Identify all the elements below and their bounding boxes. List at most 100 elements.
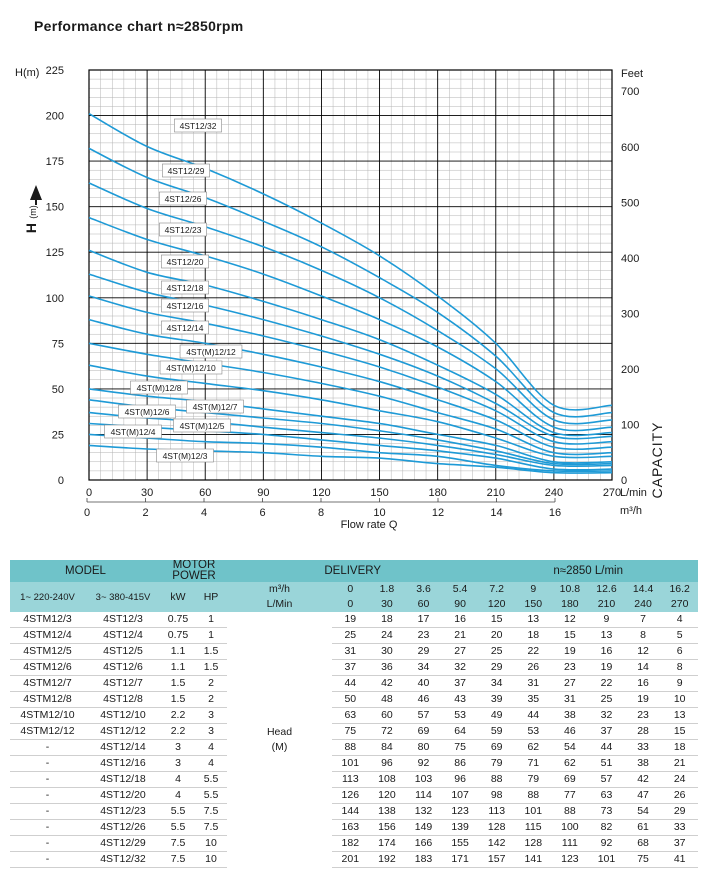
head-value-cell: 39	[478, 691, 515, 708]
head-value-cell: 53	[441, 707, 479, 724]
curve-line	[88, 249, 613, 437]
head-value-cell: 101	[514, 803, 552, 820]
head-value-cell: 96	[441, 771, 479, 788]
x-lmin-tick-label: 60	[199, 487, 211, 499]
head-value-cell: 103	[405, 771, 442, 788]
x-m3h-tick-label: 10	[373, 507, 385, 519]
curve-label-box	[156, 448, 214, 463]
head-value-cell: 13	[514, 612, 552, 628]
head-value-cell: 38	[551, 707, 589, 724]
hp-cell: 5.5	[195, 787, 228, 804]
model-1ph-cell: -	[10, 819, 85, 836]
model-1ph-cell: 4STM12/6	[10, 659, 85, 676]
head-value-cell: 22	[588, 675, 625, 692]
head-value-cell: 156	[368, 819, 406, 836]
y-tick-label: 0	[58, 475, 64, 487]
head-value-cell: 40	[405, 675, 442, 692]
kw-cell: 5.5	[161, 803, 195, 820]
y-tick-label: 150	[46, 202, 64, 214]
head-value-cell: 53	[514, 723, 552, 740]
head-value-cell: 107	[441, 787, 479, 804]
minor-grid	[89, 70, 612, 480]
y-tick-label: 25	[52, 429, 64, 441]
head-value-cell: 80	[405, 739, 442, 756]
head-value-cell: 71	[514, 755, 552, 772]
model-1ph-cell: 4STM12/5	[10, 643, 85, 660]
hp-cell: 4	[195, 755, 228, 772]
table-row: 4STM12/10 4ST12/10 2.2 3 63 60 57 53 49 44 38 32 23 1…	[10, 707, 698, 724]
head-value-cell: 31	[514, 675, 552, 692]
head-value-cell: 92	[588, 835, 625, 852]
table-row: 4STM12/7 4ST12/7 1.5 2 44 42 40 37 34 31 27 22 16 9	[10, 675, 698, 692]
kw-cell: 7.5	[161, 851, 195, 868]
head-value-cell: 44	[514, 707, 552, 724]
curve-label: 4ST(M)12/6	[125, 407, 170, 417]
model-1ph-cell: 4STM12/12	[10, 723, 85, 740]
speed-header: n≈2850 L/min	[478, 560, 698, 582]
table-row: 4STM12/4 4ST12/4 0.75 1 25 24 23 21 20 18 15 13 8 5	[10, 627, 698, 644]
head-value-cell: 126	[332, 787, 369, 804]
y-tick-label: 75	[52, 338, 64, 350]
hp-cell: 2	[195, 691, 228, 708]
head-value-cell: 62	[514, 739, 552, 756]
head-value-cell: 54	[551, 739, 589, 756]
model-1ph-cell: 4STM12/8	[10, 691, 85, 708]
curve-label: 4ST12/29	[168, 166, 205, 176]
head-value-cell: 25	[332, 627, 369, 644]
curve-label-box	[104, 424, 162, 439]
lmin-value: 60	[405, 597, 442, 612]
y-tick-label: 125	[46, 247, 64, 259]
head-value-cell: 123	[441, 803, 479, 820]
model-1ph-cell: 4STM12/3	[10, 612, 85, 628]
m3h-value: 14.4	[624, 582, 662, 597]
head-value-cell: 9	[661, 675, 698, 692]
head-value-cell: 69	[551, 771, 589, 788]
curve-label: 4ST(M)12/7	[193, 402, 238, 412]
head-value-cell: 19	[551, 643, 589, 660]
model-header: MODEL	[10, 560, 161, 582]
kw-cell: 1.1	[161, 643, 195, 660]
head-value-cell: 16	[588, 643, 625, 660]
head-value-cell: 47	[624, 787, 662, 804]
curve-line	[88, 342, 613, 456]
curve-line	[88, 364, 613, 459]
head-value-cell: 72	[368, 723, 406, 740]
page-title: Performance chart n≈2850rpm	[34, 18, 244, 34]
head-value-cell: 37	[441, 675, 479, 692]
head-value-cell: 22	[514, 643, 552, 660]
head-value-cell: 69	[405, 723, 442, 740]
head-value-cell: 27	[551, 675, 589, 692]
y-tick-label: 50	[52, 384, 64, 396]
kw-cell: 4	[161, 771, 195, 788]
head-value-cell: 92	[405, 755, 442, 772]
head-value-cell: 37	[332, 659, 369, 676]
lmin-value: 90	[441, 597, 479, 612]
head-value-cell: 166	[405, 835, 442, 852]
table-row: -4ST12/23 5.5 7.5 144 138 132 123 113 101 88 73 54 2…	[10, 803, 698, 820]
table-row: 4STM12/8 4ST12/8 1.5 2 50 48 46 43 39 35 31 25 19 10	[10, 691, 698, 708]
head-value-cell: 15	[661, 723, 698, 740]
head-value-cell: 86	[441, 755, 479, 772]
head-value-cell: 18	[661, 739, 698, 756]
head-value-cell: 10	[661, 691, 698, 708]
head-value-cell: 101	[588, 851, 625, 868]
model-1ph-cell: 4STM12/10	[10, 707, 85, 724]
head-value-cell: 142	[478, 835, 515, 852]
head-value-cell: 29	[405, 643, 442, 660]
head-value-cell: 98	[478, 787, 515, 804]
head-value-cell: 34	[478, 675, 515, 692]
head-value-cell: 26	[514, 659, 552, 676]
kw-cell: 3	[161, 739, 195, 756]
x-lmin-tick-label: 240	[545, 487, 563, 499]
m3h-value: 10.8	[551, 582, 589, 597]
curve-line	[88, 147, 613, 418]
m3h-unit: m³/h	[227, 582, 333, 597]
head-value-cell: 113	[478, 803, 515, 820]
model-1ph-cell: 4STM12/4	[10, 627, 85, 644]
model-3ph-cell: 4ST12/12	[85, 723, 161, 740]
head-value-cell: 32	[441, 659, 479, 676]
model-1ph-cell: -	[10, 835, 85, 852]
head-value-cell: 75	[441, 739, 479, 756]
curve-label-box	[174, 118, 222, 133]
m3h-value: 5.4	[441, 582, 479, 597]
